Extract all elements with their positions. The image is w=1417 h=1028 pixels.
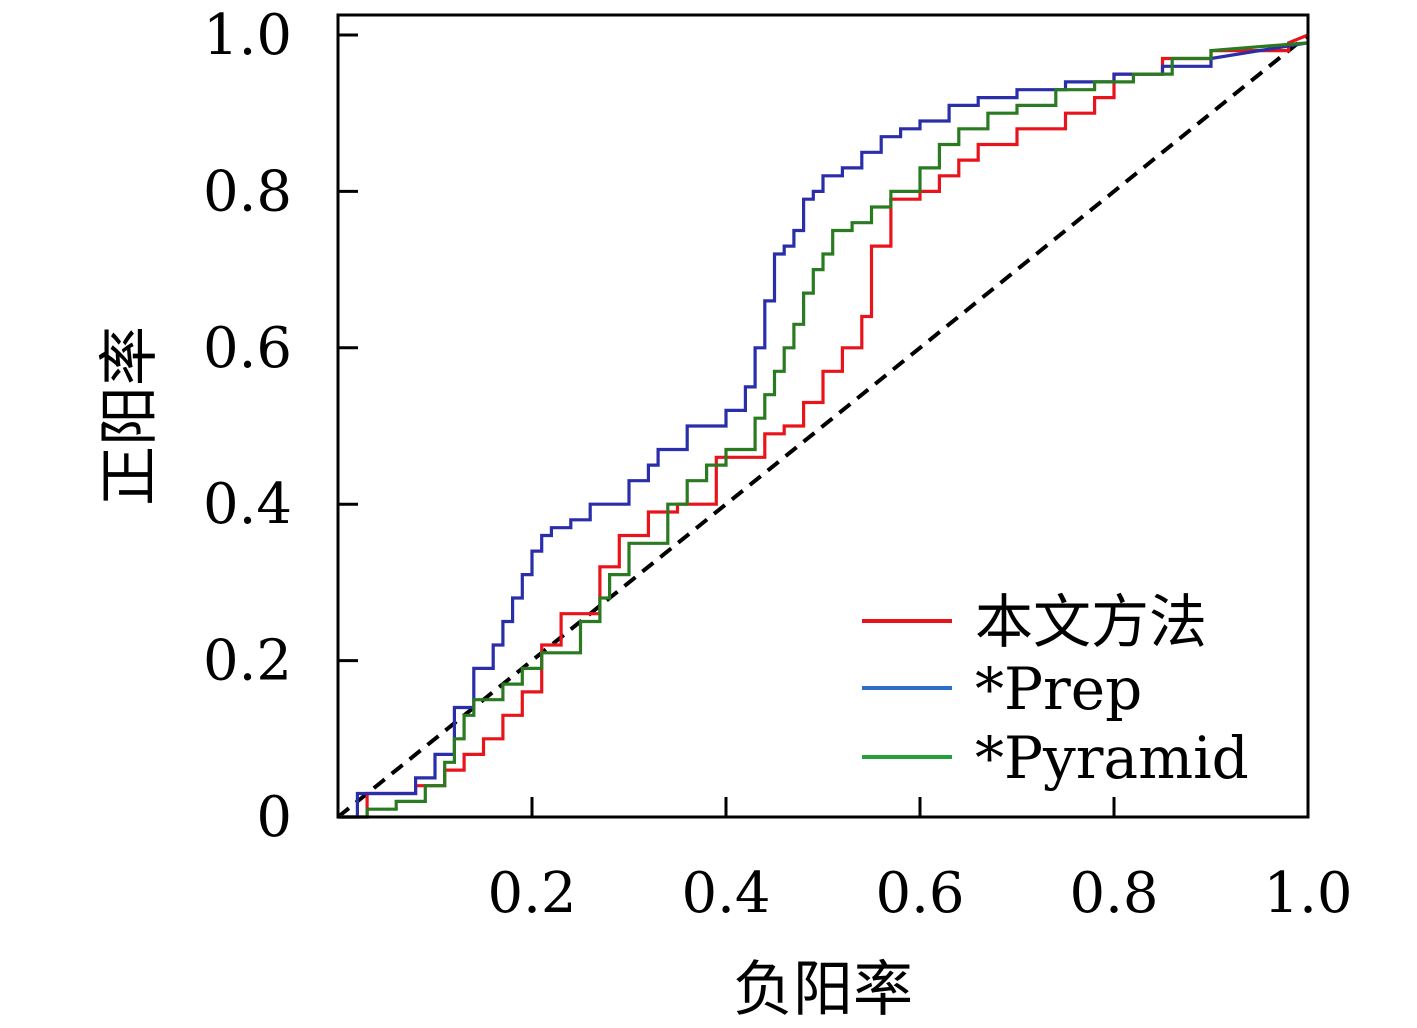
- legend: 本文方法 *Prep *Pyramid: [862, 588, 1249, 792]
- series-line-0: [338, 33, 1309, 819]
- y-tick-label-4: 0.8: [203, 159, 292, 224]
- y-tick-label-3: 0.6: [203, 316, 292, 381]
- curve-layer: [336, 33, 1310, 819]
- y-tick-label-1: 0.2: [203, 629, 292, 694]
- legend-label-1: *Prep: [975, 655, 1142, 723]
- plot-frame: [336, 13, 1310, 819]
- legend-label-2: *Pyramid: [975, 724, 1249, 792]
- series-line-2: [338, 41, 1309, 819]
- x-axis-title: 负阳率: [733, 955, 913, 1025]
- y-tick-label-2: 0.4: [203, 472, 292, 537]
- y-tick-label-0: 0: [256, 785, 292, 850]
- x-tick-label-4: 1.0: [1263, 861, 1352, 926]
- tick-layer: 0 0.2 0.4 0.6 0.8 1.0 0.2 0.4 0.6 0.8 1.0: [203, 3, 1353, 926]
- y-tick-label-5: 1.0: [203, 3, 292, 68]
- x-tick-label-3: 0.8: [1069, 861, 1158, 926]
- x-tick-label-1: 0.4: [681, 861, 770, 926]
- legend-label-0: 本文方法: [975, 588, 1207, 656]
- series-line-1: [338, 41, 1309, 819]
- chance-diagonal-line: [336, 33, 1310, 819]
- y-axis-title: 正阳率: [95, 326, 165, 506]
- x-tick-label-0: 0.2: [487, 861, 576, 926]
- x-tick-label-2: 0.6: [875, 861, 964, 926]
